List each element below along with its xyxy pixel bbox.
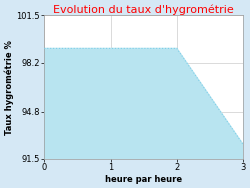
- Polygon shape: [44, 49, 243, 159]
- Title: Evolution du taux d'hygrométrie: Evolution du taux d'hygrométrie: [53, 4, 234, 15]
- X-axis label: heure par heure: heure par heure: [105, 175, 182, 184]
- Y-axis label: Taux hygrométrie %: Taux hygrométrie %: [4, 40, 14, 135]
